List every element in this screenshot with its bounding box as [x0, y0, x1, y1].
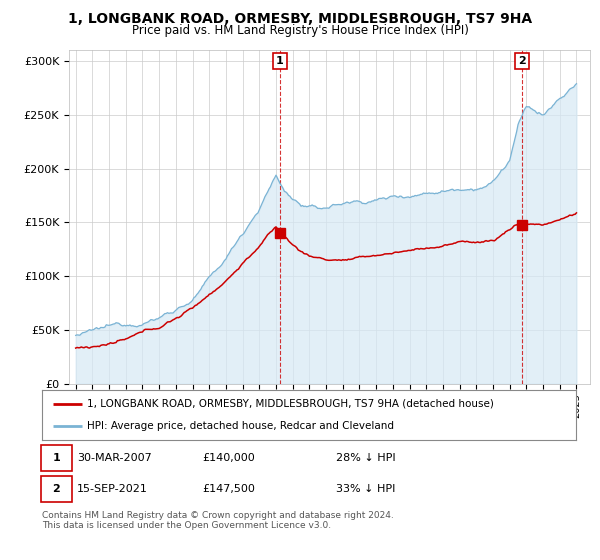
Text: £140,000: £140,000 — [202, 453, 255, 463]
Text: HPI: Average price, detached house, Redcar and Cleveland: HPI: Average price, detached house, Redc… — [88, 421, 394, 431]
Text: 28% ↓ HPI: 28% ↓ HPI — [336, 453, 395, 463]
Text: 15-SEP-2021: 15-SEP-2021 — [77, 484, 148, 494]
Text: 30-MAR-2007: 30-MAR-2007 — [77, 453, 151, 463]
Text: 2: 2 — [518, 56, 526, 66]
Text: £147,500: £147,500 — [202, 484, 255, 494]
Text: 2: 2 — [53, 484, 60, 494]
Text: 1, LONGBANK ROAD, ORMESBY, MIDDLESBROUGH, TS7 9HA (detached house): 1, LONGBANK ROAD, ORMESBY, MIDDLESBROUGH… — [88, 399, 494, 409]
Text: 1, LONGBANK ROAD, ORMESBY, MIDDLESBROUGH, TS7 9HA: 1, LONGBANK ROAD, ORMESBY, MIDDLESBROUGH… — [68, 12, 532, 26]
Text: 33% ↓ HPI: 33% ↓ HPI — [336, 484, 395, 494]
Text: Price paid vs. HM Land Registry's House Price Index (HPI): Price paid vs. HM Land Registry's House … — [131, 24, 469, 37]
Text: 1: 1 — [53, 453, 60, 463]
Text: 1: 1 — [276, 56, 284, 66]
FancyBboxPatch shape — [41, 477, 72, 502]
FancyBboxPatch shape — [41, 445, 72, 471]
Text: Contains HM Land Registry data © Crown copyright and database right 2024.
This d: Contains HM Land Registry data © Crown c… — [42, 511, 394, 530]
